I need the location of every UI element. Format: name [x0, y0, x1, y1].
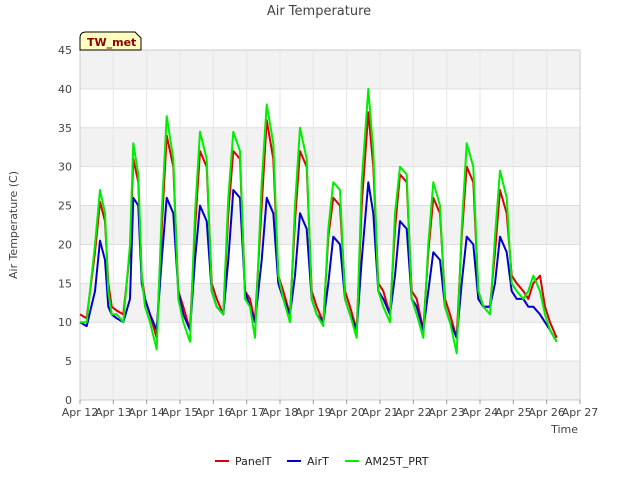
- x-tick-label: Apr 18: [262, 406, 299, 419]
- station-badge: TW_met: [79, 31, 142, 51]
- y-tick-label: 0: [65, 394, 72, 407]
- x-tick-label: Apr 16: [195, 406, 232, 419]
- x-tick-label: Apr 19: [295, 406, 332, 419]
- series-lines: [79, 87, 558, 355]
- y-tick-label: 35: [58, 122, 72, 135]
- x-tick-label: Apr 15: [162, 406, 199, 419]
- station-badge-shape: [79, 31, 142, 51]
- y-tick-label: 45: [58, 44, 72, 57]
- x-tick-label: Apr 25: [495, 406, 532, 419]
- y-axis-title: Air Temperature (C): [7, 171, 20, 279]
- x-tick-label: Apr 27: [562, 406, 599, 419]
- plot-border: [79, 49, 581, 401]
- y-axis-ticks: 0 5 10 15 20 25 30 35 40 45: [58, 44, 72, 407]
- grid-band: [80, 361, 580, 400]
- x-tick-label: Apr 26: [528, 406, 565, 419]
- x-tick-label: Apr 22: [395, 406, 432, 419]
- station-label: TW_met: [87, 36, 136, 49]
- y-tick-label: 10: [58, 316, 72, 329]
- y-tick-label: 25: [58, 200, 72, 213]
- x-tick-label: Apr 12: [62, 406, 99, 419]
- y-tick-label: 15: [58, 277, 72, 290]
- y-tick-label: 40: [58, 83, 72, 96]
- x-tick-label: Apr 21: [362, 406, 399, 419]
- y-tick-label: 20: [58, 238, 72, 251]
- y-tick-label: 30: [58, 161, 72, 174]
- x-tick-label: Apr 24: [462, 406, 499, 419]
- x-axis-title: Time: [550, 423, 578, 436]
- x-tick-label: Apr 17: [228, 406, 265, 419]
- grid-band: [80, 50, 580, 89]
- x-tick-label: Apr 14: [128, 406, 165, 419]
- grid-lines: [79, 49, 581, 401]
- legend-entry: AirT: [307, 455, 329, 468]
- series-line-am25t-prt: [80, 87, 558, 355]
- x-tick-label: Apr 13: [95, 406, 132, 419]
- grid-band: [80, 283, 580, 323]
- y-tick-label: 5: [65, 355, 72, 368]
- x-tick-label: Apr 23: [428, 406, 465, 419]
- legend-entry: PanelT: [235, 455, 272, 468]
- grid-band: [80, 127, 580, 167]
- x-tick-label: Apr 20: [328, 406, 365, 419]
- legend-entry: AM25T_PRT: [365, 455, 429, 468]
- legend: PanelT AirT AM25T_PRT: [215, 455, 429, 468]
- chart-title: Air Temperature: [267, 4, 371, 19]
